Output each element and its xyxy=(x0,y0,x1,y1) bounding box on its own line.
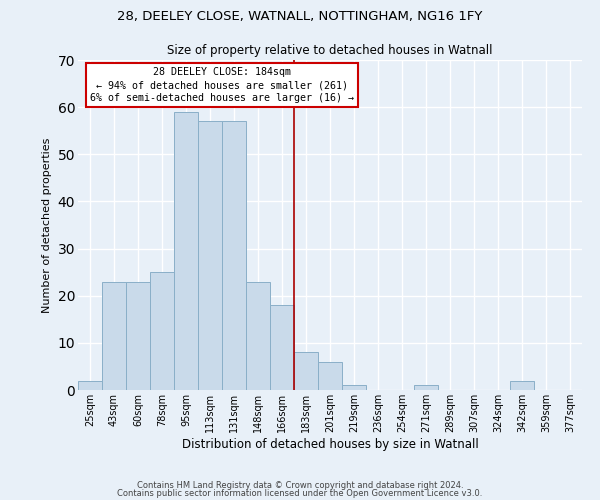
Bar xyxy=(270,305,294,390)
Bar xyxy=(102,282,126,390)
Bar xyxy=(198,122,222,390)
Bar xyxy=(78,380,102,390)
Bar xyxy=(318,362,342,390)
Text: Contains HM Land Registry data © Crown copyright and database right 2024.: Contains HM Land Registry data © Crown c… xyxy=(137,481,463,490)
Bar xyxy=(150,272,174,390)
Bar xyxy=(222,122,246,390)
Bar xyxy=(174,112,198,390)
Text: 28, DEELEY CLOSE, WATNALL, NOTTINGHAM, NG16 1FY: 28, DEELEY CLOSE, WATNALL, NOTTINGHAM, N… xyxy=(118,10,482,23)
Y-axis label: Number of detached properties: Number of detached properties xyxy=(42,138,52,312)
Bar xyxy=(414,386,438,390)
Title: Size of property relative to detached houses in Watnall: Size of property relative to detached ho… xyxy=(167,44,493,58)
Text: Contains public sector information licensed under the Open Government Licence v3: Contains public sector information licen… xyxy=(118,488,482,498)
Bar xyxy=(510,380,534,390)
Bar xyxy=(126,282,150,390)
X-axis label: Distribution of detached houses by size in Watnall: Distribution of detached houses by size … xyxy=(182,438,478,450)
Bar xyxy=(294,352,318,390)
Text: 28 DEELEY CLOSE: 184sqm
← 94% of detached houses are smaller (261)
6% of semi-de: 28 DEELEY CLOSE: 184sqm ← 94% of detache… xyxy=(90,67,354,104)
Bar xyxy=(246,282,270,390)
Bar xyxy=(342,386,366,390)
